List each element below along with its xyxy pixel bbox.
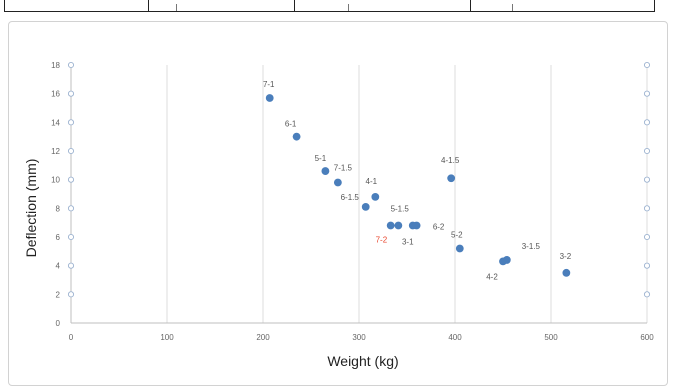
data-point <box>447 174 456 183</box>
scatter-chart: 0 2 4 6 8 10 12 14 16 18 0 100 200 300 400 500 600 7-1 6… <box>23 61 654 369</box>
x-tick-label: 400 <box>448 333 462 342</box>
data-point <box>386 221 395 230</box>
x-axis-ticks: 0 100 200 300 400 500 600 <box>69 333 654 342</box>
right-axis-marker <box>643 291 651 298</box>
right-axis-marker <box>643 233 651 241</box>
y-tick-label: 4 <box>56 262 61 271</box>
x-tick-label: 600 <box>640 333 654 342</box>
y-axis-marker <box>67 291 75 298</box>
y-axis-ticks: 0 2 4 6 8 10 12 14 16 18 <box>51 61 75 328</box>
data-label: 6-1.5 <box>341 193 360 202</box>
x-tick-label: 100 <box>160 333 174 342</box>
x-tick-label: 200 <box>256 333 270 342</box>
right-axis-marker <box>643 262 651 269</box>
data-label: 3-2 <box>560 252 572 261</box>
y-axis-marker <box>67 262 75 269</box>
y-axis-marker <box>67 147 75 155</box>
x-tick-label: 0 <box>69 333 74 342</box>
y-axis-marker <box>67 176 75 183</box>
data-point <box>265 94 274 102</box>
data-label: 5-2 <box>451 230 463 239</box>
data-point <box>502 256 511 264</box>
right-axis-marker <box>643 205 651 212</box>
data-point <box>412 221 421 230</box>
table-tick <box>176 4 177 11</box>
data-point <box>321 167 330 175</box>
data-label: 5-1 <box>315 154 327 163</box>
table-column-divider <box>148 0 149 11</box>
data-label: 7-2 <box>376 236 388 245</box>
y-axis-marker <box>67 233 75 241</box>
data-label: 6-2 <box>433 223 445 232</box>
data-label: 6-1 <box>285 120 297 129</box>
gridlines <box>70 65 648 323</box>
right-axis-marker <box>643 147 651 155</box>
x-tick-label: 500 <box>544 333 558 342</box>
right-axis-ticks <box>643 61 651 298</box>
table-column-divider <box>470 0 471 11</box>
data-point <box>292 132 301 141</box>
table-column-divider <box>294 0 295 11</box>
y-tick-label: 16 <box>51 90 60 99</box>
y-axis-marker <box>67 119 75 126</box>
data-label: 4-1 <box>366 177 378 186</box>
x-tick-label: 300 <box>352 333 366 342</box>
right-axis-marker <box>643 176 651 183</box>
right-axis-marker <box>643 119 651 126</box>
x-axis-title: Weight (kg) <box>327 353 398 369</box>
data-label: 7-1 <box>263 80 275 89</box>
data-label: 5-1.5 <box>391 205 410 214</box>
data-point <box>394 221 403 230</box>
y-tick-label: 18 <box>51 61 60 70</box>
data-label: 3-1.5 <box>522 242 541 251</box>
y-axis-marker <box>67 61 75 69</box>
y-axis-marker <box>67 205 75 212</box>
table-tick <box>348 4 349 11</box>
axes <box>70 65 647 324</box>
y-axis-marker <box>67 90 75 97</box>
data-points <box>265 94 571 277</box>
y-tick-label: 8 <box>56 204 61 213</box>
table-tick <box>512 4 513 11</box>
y-tick-label: 0 <box>56 319 61 328</box>
data-label: 4-1.5 <box>441 156 460 165</box>
data-label: 3-1 <box>402 238 414 247</box>
y-tick-label: 6 <box>56 233 61 242</box>
chart-area[interactable]: 0 2 4 6 8 10 12 14 16 18 0 100 200 300 400 500 600 7-1 6… <box>8 21 668 386</box>
y-tick-label: 14 <box>51 118 60 127</box>
data-point <box>562 268 571 277</box>
data-label: 4-2 <box>486 272 498 281</box>
y-axis-title: Deflection (mm) <box>23 159 39 258</box>
table-bottom-edge <box>4 0 655 12</box>
y-tick-label: 12 <box>51 147 60 156</box>
data-label: 7-1.5 <box>334 164 353 173</box>
y-tick-label: 2 <box>56 290 61 299</box>
data-point <box>371 192 380 201</box>
data-point <box>361 203 370 211</box>
data-point <box>455 244 464 253</box>
data-point <box>333 178 342 187</box>
right-axis-marker <box>643 61 651 69</box>
y-tick-label: 10 <box>51 176 60 185</box>
right-axis-marker <box>643 90 651 97</box>
data-labels: 7-1 6-1 5-1 7-1.5 6-1.5 4-1 5-1.5 7-2 3-1 6-2 4-1.… <box>263 80 572 281</box>
